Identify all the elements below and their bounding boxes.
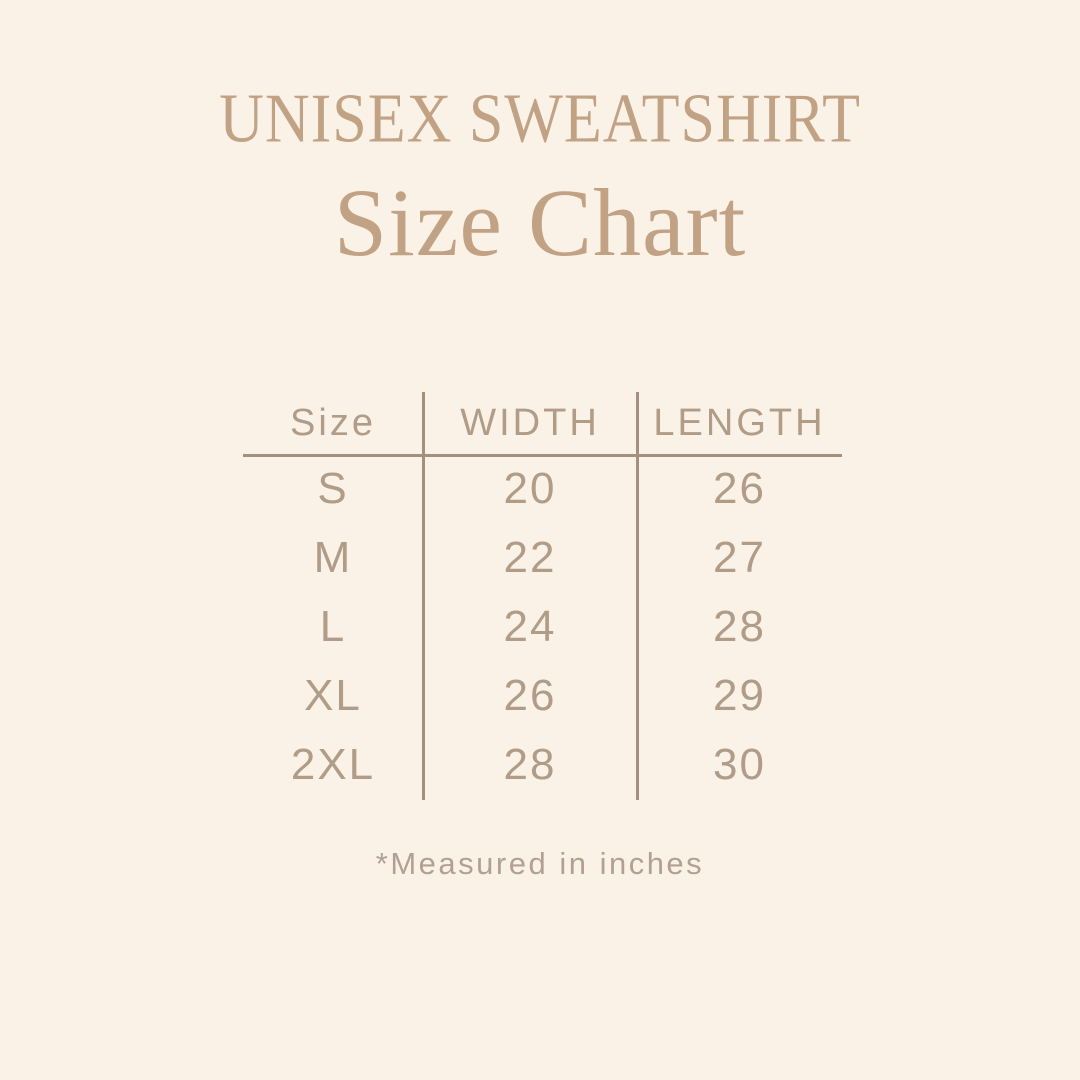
size-table: Size WIDTH LENGTH S 20 26 M 22 27 L 24 2…	[243, 392, 842, 800]
column-header-size: Size	[290, 401, 376, 444]
length-cell-l: 28	[713, 601, 766, 651]
length-cell-xl: 29	[713, 670, 766, 720]
page-title: Size Chart	[333, 169, 747, 276]
width-cell-m: 22	[503, 532, 557, 582]
length-cell-2xl: 30	[713, 739, 766, 789]
column-header-length: LENGTH	[653, 401, 826, 444]
width-cell-l: 24	[503, 601, 557, 651]
size-cell-xl: XL	[304, 670, 362, 720]
size-cell-2xl: 2XL	[290, 739, 376, 789]
column-divider-line-2	[636, 392, 639, 800]
size-cell-l: L	[319, 601, 347, 651]
width-cell-2xl: 28	[503, 739, 557, 789]
column-header-width: WIDTH	[460, 401, 600, 444]
column-divider-line-1	[422, 392, 425, 800]
size-table-grid: Size WIDTH LENGTH S 20 26 M 22 27 L 24 2…	[243, 392, 842, 800]
size-cell-s: S	[317, 463, 349, 513]
header-divider-line	[243, 454, 842, 457]
width-cell-s: 20	[503, 463, 557, 513]
length-cell-s: 26	[713, 463, 766, 513]
length-cell-m: 27	[713, 532, 766, 582]
width-cell-xl: 26	[503, 670, 557, 720]
product-title: UNISEX SWEATSHIRT	[219, 80, 861, 158]
measurement-footnote: *Measured in inches	[375, 846, 705, 881]
size-cell-m: M	[313, 532, 353, 582]
